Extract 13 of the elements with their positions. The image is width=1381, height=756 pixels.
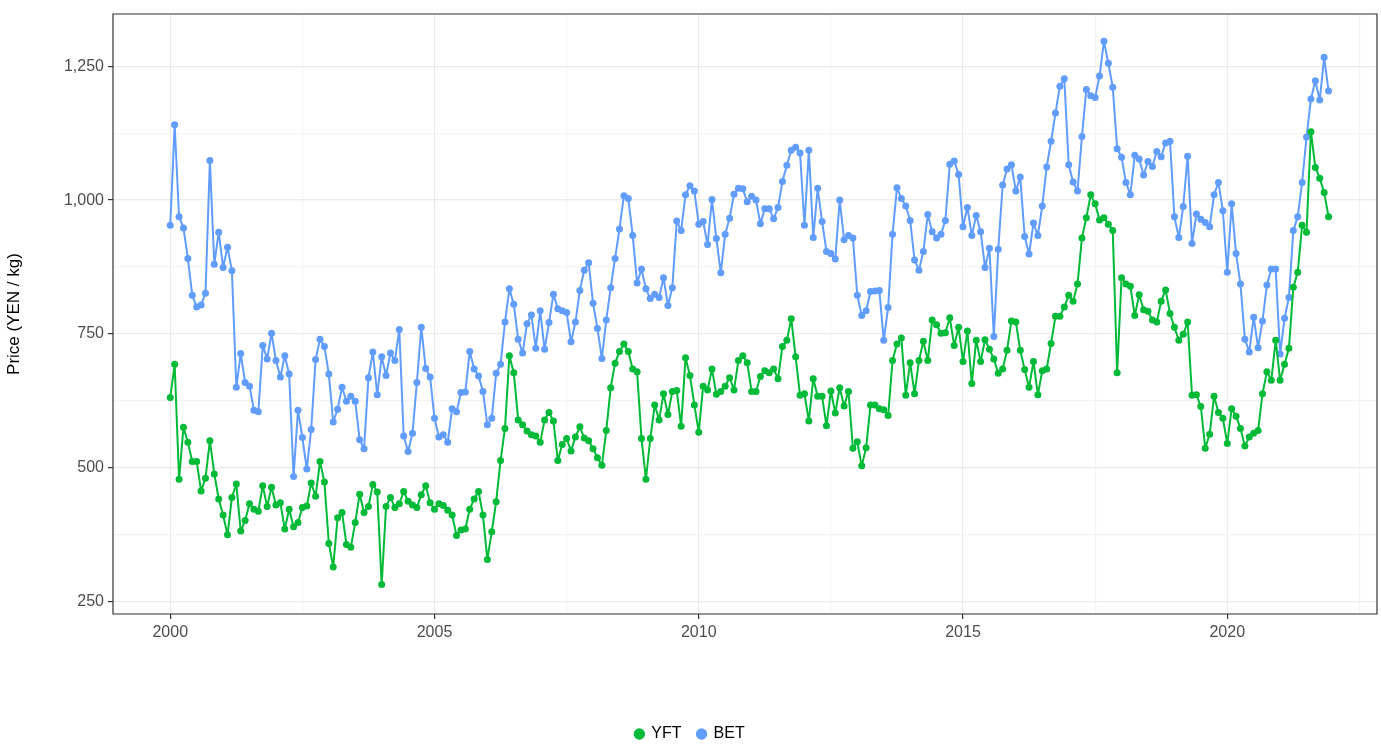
y-tick-label: 250 [77, 591, 105, 609]
legend-label: YFT [651, 724, 682, 742]
x-tick-label: 2000 [152, 623, 189, 641]
y-tick-label: 1,000 [63, 190, 105, 208]
x-tick-label: 2005 [416, 623, 453, 641]
y-tick-label: 1,250 [63, 56, 105, 74]
y-tick-label: 750 [77, 324, 105, 342]
y-axis-title: Price (YEN / kg) [3, 253, 23, 375]
x-tick-label: 2015 [945, 623, 981, 641]
x-tick-label: 2010 [680, 623, 717, 641]
x-tick-label: 2020 [1209, 623, 1246, 641]
legend-label: BET [713, 724, 745, 742]
y-tick-label: 500 [77, 457, 105, 475]
